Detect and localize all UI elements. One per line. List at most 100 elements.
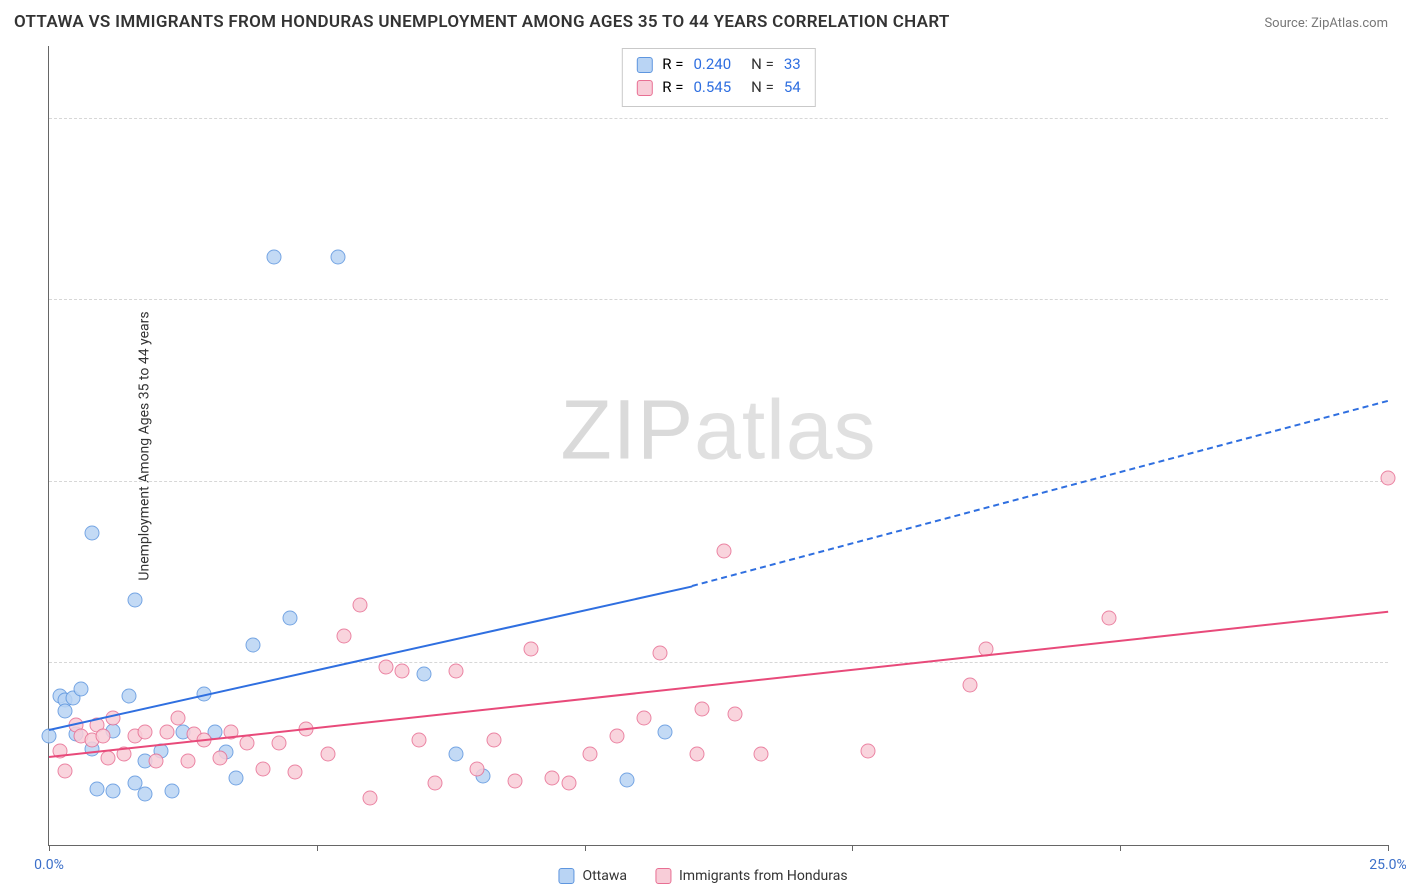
series-swatch: [636, 80, 652, 96]
correlation-stats-box: R = 0.240 N = 33 R = 0.545 N = 54: [621, 48, 815, 107]
correlation-chart: OTTAWA VS IMMIGRANTS FROM HONDURAS UNEMP…: [0, 0, 1406, 892]
scatter-point: [449, 663, 464, 678]
scatter-point: [395, 663, 410, 678]
legend-label: Immigrants from Honduras: [679, 868, 848, 884]
stats-row: R = 0.545 N = 54: [636, 76, 800, 99]
scatter-point: [657, 725, 672, 740]
legend-swatch: [558, 868, 574, 884]
scatter-point: [159, 725, 174, 740]
scatter-point: [486, 732, 501, 747]
source-value: ZipAtlas.com: [1311, 16, 1388, 31]
chart-title: OTTAWA VS IMMIGRANTS FROM HONDURAS UNEMP…: [14, 12, 950, 32]
stat-n-value: 33: [784, 53, 801, 76]
scatter-point: [449, 747, 464, 762]
legend: Ottawa Immigrants from Honduras: [558, 868, 847, 884]
scatter-point: [524, 641, 539, 656]
series-swatch: [636, 57, 652, 73]
x-tick: [1388, 845, 1389, 851]
scatter-point: [363, 790, 378, 805]
scatter-point: [636, 710, 651, 725]
y-tick-label: 40.0%: [1393, 95, 1406, 111]
scatter-point: [170, 710, 185, 725]
scatter-point: [138, 787, 153, 802]
source-label: Source:: [1264, 16, 1307, 31]
legend-label: Ottawa: [582, 868, 627, 884]
scatter-point: [74, 681, 89, 696]
scatter-point: [609, 729, 624, 744]
x-tick: [49, 845, 50, 851]
scatter-point: [58, 703, 73, 718]
scatter-point: [95, 729, 110, 744]
x-tick-label: 0.0%: [34, 857, 64, 873]
legend-item: Immigrants from Honduras: [655, 868, 848, 884]
stat-r-label: R =: [662, 76, 683, 99]
scatter-point: [411, 732, 426, 747]
legend-item: Ottawa: [558, 868, 627, 884]
scatter-point: [582, 747, 597, 762]
y-tick-label: 10.0%: [1393, 639, 1406, 655]
scatter-point: [229, 770, 244, 785]
x-tick: [852, 845, 853, 851]
trendline: [49, 585, 692, 730]
scatter-point: [283, 611, 298, 626]
scatter-point: [754, 747, 769, 762]
stat-r-value: 0.545: [693, 76, 731, 99]
scatter-point: [245, 638, 260, 653]
scatter-point: [416, 667, 431, 682]
scatter-point: [84, 525, 99, 540]
scatter-point: [165, 783, 180, 798]
scatter-point: [963, 678, 978, 693]
scatter-point: [90, 781, 105, 796]
watermark: ZIPatlas: [560, 381, 876, 478]
plot-area: ZIPatlas R = 0.240N = 33R = 0.545N = 54 …: [48, 46, 1388, 846]
scatter-point: [379, 660, 394, 675]
scatter-point: [272, 736, 287, 751]
stat-r-value: 0.240: [693, 53, 731, 76]
scatter-point: [288, 765, 303, 780]
scatter-point: [127, 592, 142, 607]
x-tick: [317, 845, 318, 851]
watermark-text-b: atlas: [694, 382, 876, 476]
scatter-point: [620, 772, 635, 787]
y-tick-label: 20.0%: [1393, 458, 1406, 474]
gridline: [49, 299, 1388, 300]
stats-row: R = 0.240 N = 33: [636, 53, 800, 76]
scatter-point: [690, 747, 705, 762]
stat-n-label: N =: [751, 76, 774, 99]
x-tick: [1120, 845, 1121, 851]
scatter-point: [58, 763, 73, 778]
scatter-point: [266, 249, 281, 264]
gridline: [49, 118, 1388, 119]
x-tick-label: 25.0%: [1369, 857, 1406, 873]
gridline: [49, 662, 1388, 663]
scatter-point: [507, 774, 522, 789]
scatter-point: [561, 776, 576, 791]
stat-n-value: 54: [784, 76, 801, 99]
watermark-text-a: ZIP: [560, 382, 694, 476]
scatter-point: [213, 750, 228, 765]
scatter-point: [331, 249, 346, 264]
scatter-point: [122, 689, 137, 704]
scatter-point: [240, 736, 255, 751]
scatter-point: [320, 747, 335, 762]
scatter-point: [470, 761, 485, 776]
scatter-point: [100, 750, 115, 765]
scatter-point: [727, 707, 742, 722]
scatter-point: [1102, 611, 1117, 626]
scatter-point: [716, 543, 731, 558]
source-attribution: Source: ZipAtlas.com: [1264, 16, 1388, 31]
scatter-point: [256, 761, 271, 776]
gridline: [49, 481, 1388, 482]
x-tick: [585, 845, 586, 851]
scatter-point: [695, 701, 710, 716]
scatter-point: [138, 725, 153, 740]
scatter-point: [427, 776, 442, 791]
y-tick-label: 30.0%: [1393, 276, 1406, 292]
scatter-point: [352, 598, 367, 613]
scatter-point: [181, 754, 196, 769]
trendline-extrapolated: [691, 400, 1388, 587]
stat-n-label: N =: [751, 53, 774, 76]
stat-r-label: R =: [662, 53, 683, 76]
scatter-point: [149, 754, 164, 769]
scatter-point: [545, 770, 560, 785]
